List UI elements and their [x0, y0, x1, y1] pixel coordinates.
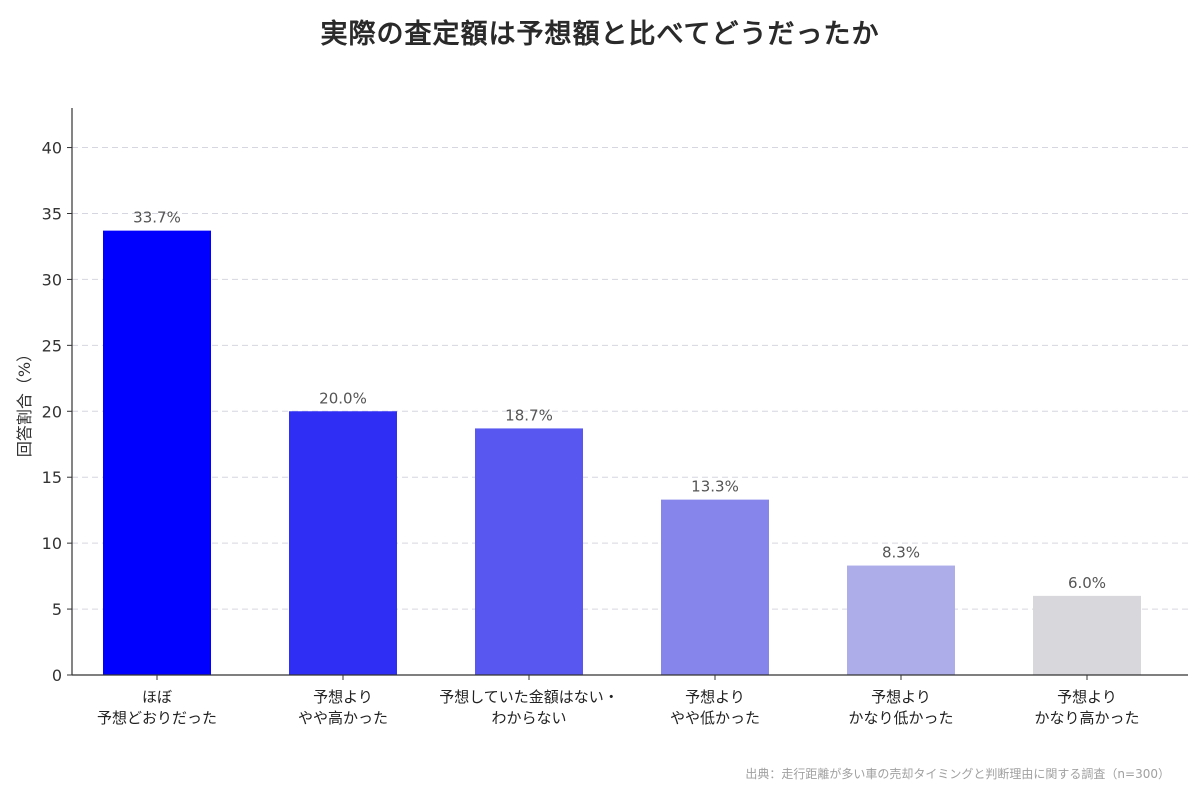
category-label: やや低かった	[670, 709, 760, 727]
data-label: 8.3%	[882, 544, 920, 562]
bar	[661, 499, 769, 675]
y-tick-label: 30	[42, 270, 62, 289]
chart-title: 実際の査定額は予想額と比べてどうだったか	[320, 19, 880, 50]
category-label: わからない	[491, 709, 566, 727]
data-label: 20.0%	[319, 389, 367, 407]
data-label: 18.7%	[505, 406, 553, 424]
y-axis-title: 回答割合（%）	[15, 346, 34, 457]
bars	[103, 230, 1141, 675]
data-label: 6.0%	[1068, 574, 1106, 592]
category-label: かなり低かった	[848, 709, 953, 727]
bar	[847, 565, 955, 675]
y-tick-label: 5	[52, 600, 62, 619]
y-tick-label: 0	[52, 666, 62, 685]
bar	[103, 230, 211, 675]
grid-lines	[72, 147, 1188, 610]
source-note: 出典：走行距離が多い車の売却タイミングと判断理由に関する調査（n=300）	[745, 767, 1170, 781]
axes	[67, 108, 1188, 680]
category-label: 予想より	[871, 688, 931, 706]
data-label: 13.3%	[691, 478, 739, 496]
category-label: 予想していた金額はない・	[439, 688, 619, 706]
category-label: 予想より	[1057, 688, 1117, 706]
category-label: かなり高かった	[1034, 709, 1139, 727]
category-label: 予想どおりだった	[97, 709, 217, 727]
category-label: ほぼ	[142, 688, 172, 706]
y-tick-label: 10	[42, 534, 62, 553]
y-tick-label: 35	[42, 204, 62, 223]
y-tick-label: 25	[42, 336, 62, 355]
y-tick-label: 15	[42, 468, 62, 487]
bar	[475, 428, 583, 675]
category-label: 予想より	[313, 688, 373, 706]
data-label: 33.7%	[133, 209, 181, 227]
category-label: 予想より	[685, 688, 745, 706]
category-label: やや高かった	[298, 709, 388, 727]
y-tick-label: 20	[42, 402, 62, 421]
bar	[289, 411, 397, 675]
bar	[1033, 595, 1141, 675]
y-tick-label: 40	[42, 139, 62, 158]
